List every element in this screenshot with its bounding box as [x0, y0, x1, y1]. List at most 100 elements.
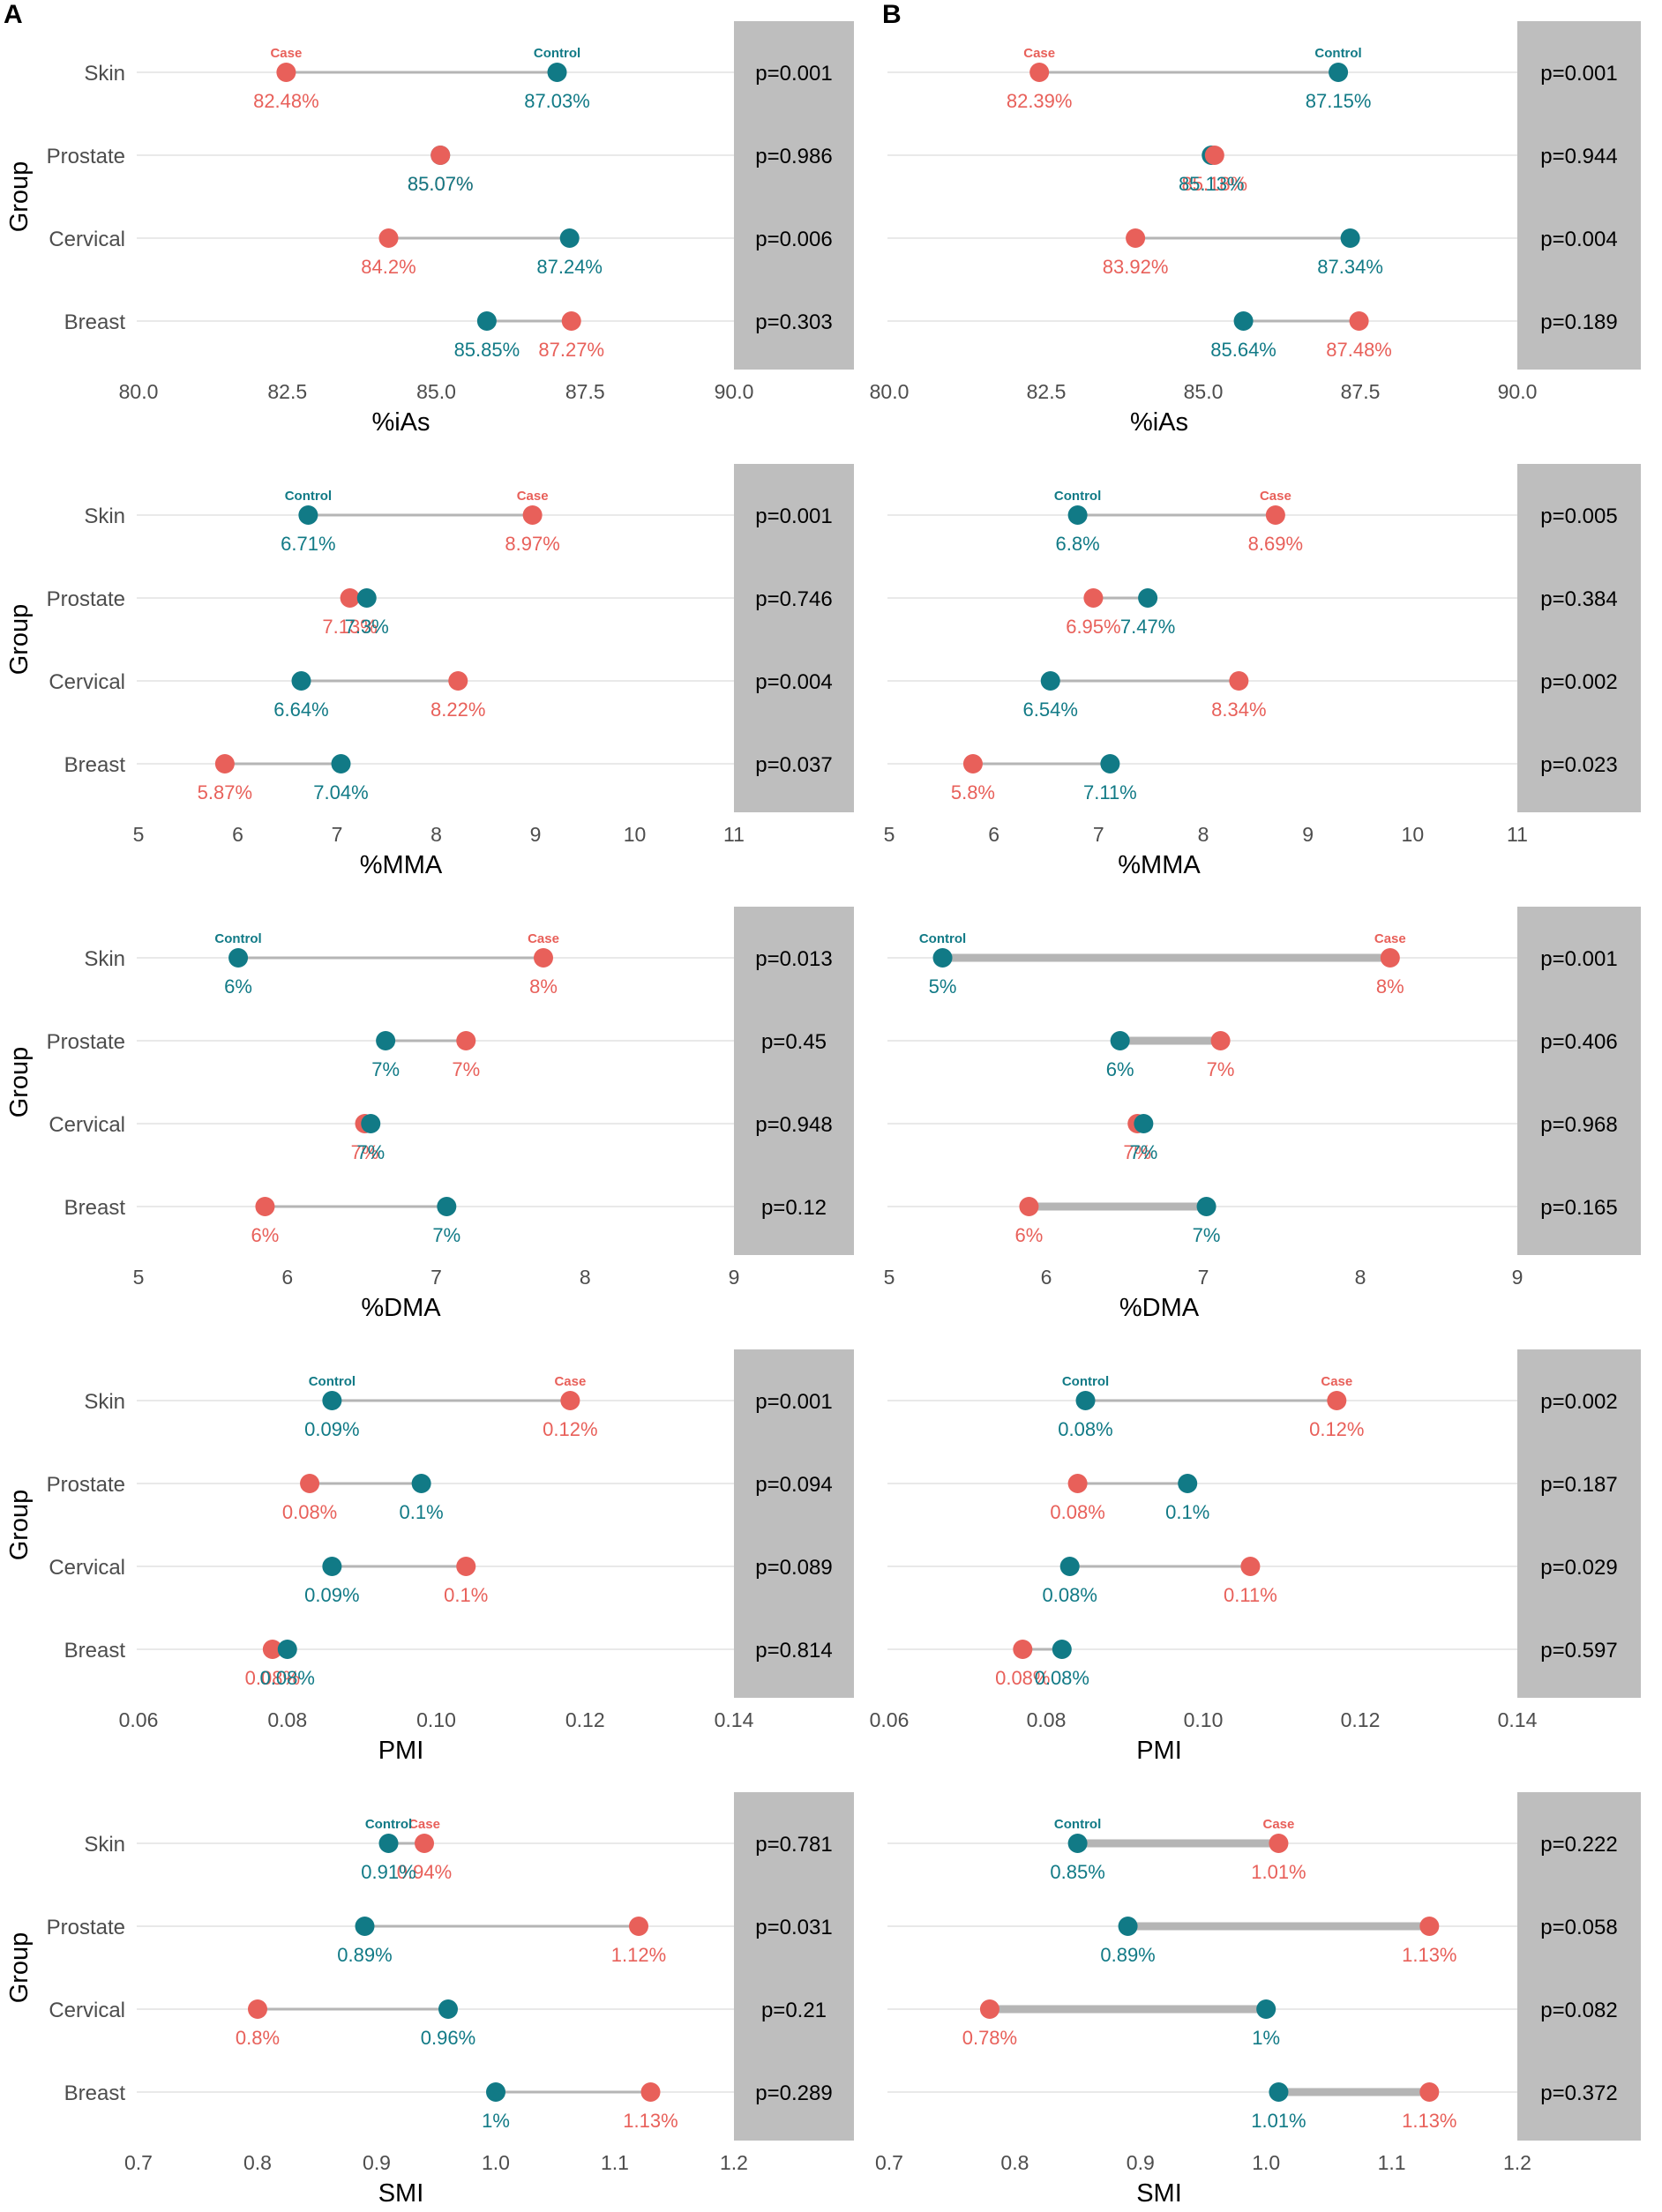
control-point: [1340, 228, 1360, 248]
case-value-label: 8%: [529, 975, 558, 998]
control-point: [411, 1474, 431, 1493]
x-tick-label: 0.14: [715, 1708, 754, 1731]
case-point: [1067, 1474, 1088, 1493]
x-tick-label: 11: [1507, 823, 1528, 846]
control-point: [356, 588, 377, 608]
control-point: [1067, 505, 1088, 525]
case-point: [1083, 588, 1104, 608]
case-point: [522, 505, 543, 525]
control-point: [1067, 1834, 1088, 1853]
p-value-label: p=0.005: [1540, 504, 1617, 528]
case-value-label: 1.01%: [1251, 1861, 1306, 1883]
p-value-label: p=0.746: [755, 587, 832, 611]
control-point: [228, 948, 249, 968]
p-value-box: [1517, 21, 1641, 370]
category-label-prostate: Prostate: [47, 145, 125, 168]
case-value-label: 7%: [1123, 1141, 1151, 1163]
category-label-skin: Skin: [84, 1833, 125, 1857]
p-value-label: p=0.023: [1540, 753, 1617, 777]
control-value-label: 85.13%: [1179, 173, 1245, 195]
x-tick-label: 80.0: [870, 380, 910, 403]
x-tick-label: 5: [884, 1266, 895, 1289]
case-value-label: 8.34%: [1211, 699, 1266, 721]
control-value-label: 0.1%: [400, 1501, 444, 1523]
category-label-prostate: Prostate: [47, 1473, 125, 1497]
x-tick-label: 80.0: [119, 380, 159, 403]
case-value-label: 6%: [1015, 1224, 1044, 1246]
p-value-label: p=0.001: [755, 62, 832, 86]
case-value-label: 87.27%: [538, 339, 604, 361]
case-value-label: 0.12%: [1309, 1418, 1364, 1440]
case-series-tag: Case: [270, 46, 302, 61]
p-value-box: [734, 1792, 854, 2141]
x-axis-title: %iAs: [371, 408, 430, 437]
control-value-label: 87.15%: [1306, 90, 1372, 112]
x-tick-label: 11: [723, 823, 745, 846]
p-value-label: p=0.944: [1540, 145, 1617, 168]
p-value-label: p=0.029: [1540, 1556, 1617, 1580]
control-point: [476, 311, 497, 331]
control-point: [1196, 1197, 1217, 1216]
x-axis-title: %iAs: [1130, 408, 1188, 437]
x-axis-title: PMI: [378, 1737, 424, 1765]
case-point: [1327, 1391, 1347, 1410]
x-tick-label: 1.1: [601, 2151, 629, 2174]
p-value-label: p=0.002: [1540, 1390, 1617, 1414]
p-value-label: p=0.372: [1540, 2081, 1617, 2105]
x-tick-label: 85.0: [416, 380, 456, 403]
control-point: [1059, 1557, 1080, 1576]
x-axis-title: %DMA: [1119, 1294, 1200, 1322]
x-tick-label: 1.1: [1378, 2151, 1406, 2174]
case-point: [1013, 1640, 1033, 1659]
case-value-label: 0.78%: [962, 2027, 1017, 2049]
panel-label-a: A: [4, 0, 23, 29]
case-series-tag: Case: [517, 489, 549, 504]
p-value-label: p=0.001: [1540, 62, 1617, 86]
x-tick-label: 9: [729, 1266, 740, 1289]
control-value-label: 85.64%: [1210, 339, 1276, 361]
control-point: [376, 1031, 396, 1050]
case-point: [1269, 1834, 1289, 1853]
control-value-label: 85.07%: [408, 173, 474, 195]
x-axis-title: %MMA: [360, 851, 443, 879]
case-point: [1126, 228, 1146, 248]
case-value-label: 7.13%: [322, 616, 377, 638]
x-tick-label: 7: [1198, 1266, 1209, 1289]
p-value-box: [734, 21, 854, 370]
x-tick-label: 5: [133, 1266, 145, 1289]
x-tick-label: 90.0: [1498, 380, 1538, 403]
case-point: [456, 1557, 476, 1576]
control-value-label: 0.91%: [361, 1861, 416, 1883]
control-point: [932, 948, 953, 968]
control-point: [1134, 1114, 1154, 1133]
p-value-box: [1517, 1349, 1641, 1698]
control-point: [1100, 754, 1120, 773]
category-label-cervical: Cervical: [49, 228, 125, 251]
case-point: [629, 1917, 648, 1936]
p-value-label: p=0.089: [755, 1556, 832, 1580]
x-tick-label: 5: [884, 823, 895, 846]
x-tick-label: 82.5: [1027, 380, 1067, 403]
control-value-label: 1.01%: [1251, 2110, 1306, 2132]
case-value-label: 85.07%: [408, 173, 474, 195]
control-series-tag: Control: [1054, 489, 1101, 504]
case-point: [448, 671, 468, 691]
p-value-label: p=0.968: [1540, 1113, 1617, 1137]
x-tick-label: 7: [332, 823, 343, 846]
case-value-label: 0.8%: [236, 2027, 280, 2049]
control-point: [298, 505, 318, 525]
case-point: [378, 228, 399, 248]
case-value-label: 0.08%: [282, 1501, 337, 1523]
control-value-label: 6%: [1106, 1058, 1134, 1080]
case-series-tag: Case: [1374, 931, 1406, 946]
control-value-label: 6.54%: [1023, 699, 1078, 721]
case-point: [1204, 146, 1224, 165]
x-tick-label: 0.10: [1184, 1708, 1224, 1731]
case-value-label: 0.08%: [995, 1667, 1050, 1689]
case-series-tag: Case: [1321, 1374, 1352, 1389]
p-value-label: p=0.45: [761, 1030, 827, 1054]
case-value-label: 7%: [1207, 1058, 1235, 1080]
control-value-label: 1%: [1252, 2027, 1280, 2049]
p-value-box: [734, 464, 854, 812]
